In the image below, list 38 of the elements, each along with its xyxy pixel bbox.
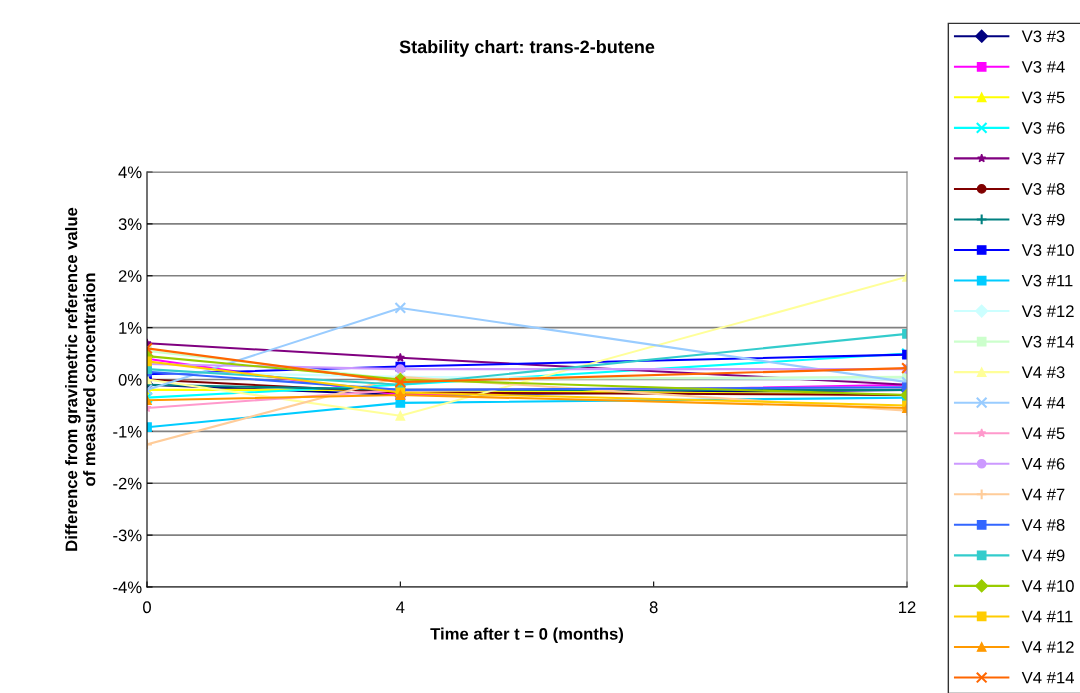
y-axis-title: Difference from gravimetric reference value of measured concentration xyxy=(65,207,96,551)
legend-label: V4 #5 xyxy=(1021,427,1065,440)
legend-label: V4 #12 xyxy=(1021,641,1074,653)
legend-label: V3 #10 xyxy=(1021,244,1074,256)
legend-label: V3 #6 xyxy=(1021,122,1065,134)
legend-label: V4 #7 xyxy=(1021,488,1065,501)
legend-label: V4 #6 xyxy=(1021,457,1065,470)
legend-label: V4 #4 xyxy=(1021,397,1065,409)
x-tick-label: 4 xyxy=(396,601,405,613)
legend-label: V3 #7 xyxy=(1021,152,1065,165)
y-tick-label: -4% xyxy=(113,581,142,594)
x-tick-label: 0 xyxy=(143,601,151,614)
y-tick-label: -2% xyxy=(113,477,142,490)
x-axis-title: Time after t = 0 (months) xyxy=(430,627,624,644)
legend-label: V3 #5 xyxy=(1021,91,1065,104)
x-tick-label: 8 xyxy=(649,601,658,614)
legend-label: V3 #9 xyxy=(1021,213,1065,226)
chart-title: Stability chart: trans-2-butene xyxy=(399,40,655,57)
legend-label: V4 #14 xyxy=(1021,671,1074,684)
x-tick-label: 12 xyxy=(899,601,916,613)
legend-label: V3 #11 xyxy=(1021,274,1073,287)
y-tick-label: 3% xyxy=(118,218,142,231)
y-tick-label: 0% xyxy=(118,373,142,386)
y-tick-label: -3% xyxy=(113,529,142,542)
y-tick-label: 1% xyxy=(119,322,142,334)
y-tick-label: -1% xyxy=(113,425,142,438)
y-tick-label: 4% xyxy=(118,166,142,179)
legend-label: V3 #3 xyxy=(1021,30,1065,43)
legend-label: V4 #9 xyxy=(1021,549,1065,562)
legend-label: V3 #14 xyxy=(1021,335,1074,348)
legend-label: V4 #3 xyxy=(1021,366,1065,379)
legend-label: V4 #11 xyxy=(1021,610,1073,623)
legend-label: V4 #10 xyxy=(1021,580,1074,592)
y-tick-label: 2% xyxy=(118,270,142,282)
legend-label: V3 #8 xyxy=(1021,183,1065,195)
legend-label: V3 #12 xyxy=(1021,305,1074,318)
legend-label: V3 #4 xyxy=(1021,60,1065,73)
legend-label: V4 #8 xyxy=(1021,519,1065,531)
